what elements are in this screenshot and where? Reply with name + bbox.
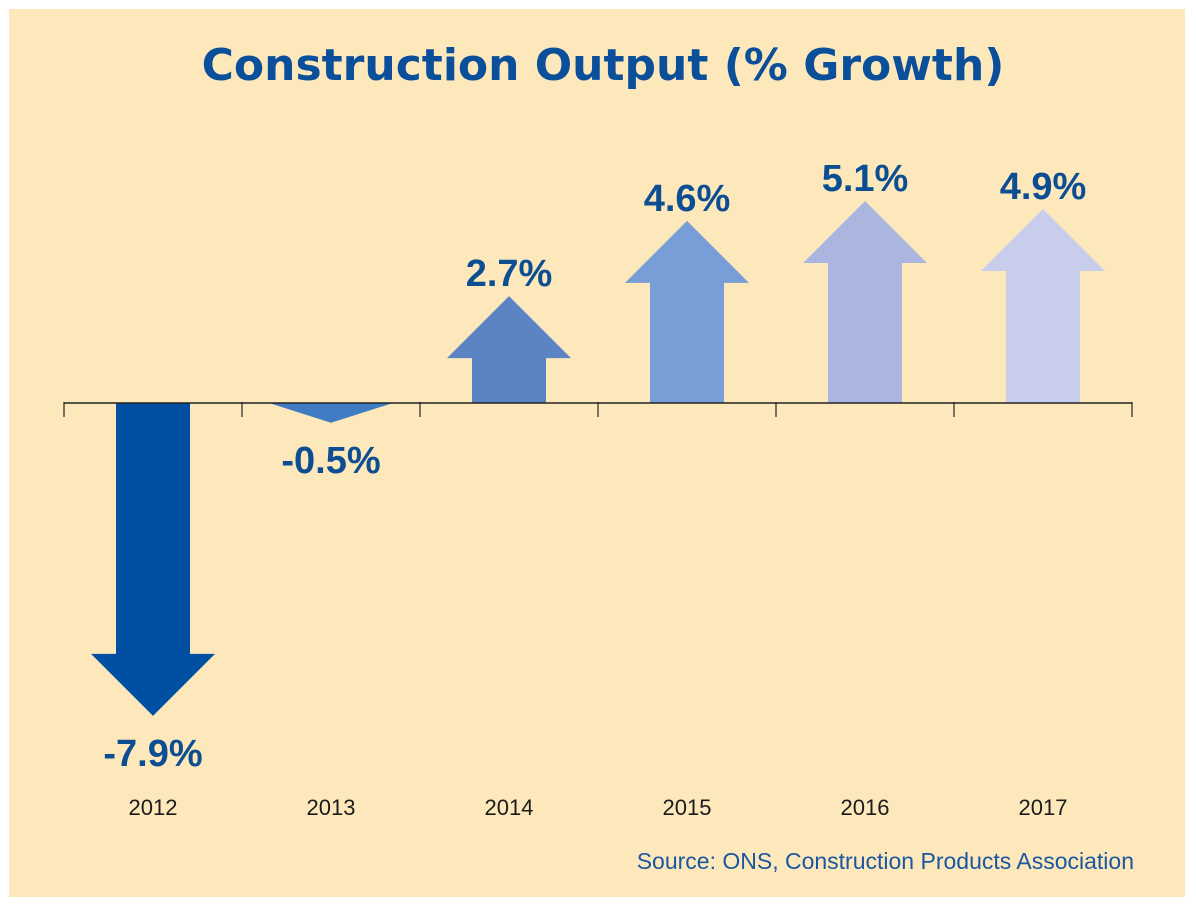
value-label-2013: -0.5%: [281, 440, 380, 482]
value-label-2012: -7.9%: [103, 733, 202, 775]
source-note: Source: ONS, Construction Products Assoc…: [637, 848, 1134, 874]
axis-ticks: [63, 402, 1133, 417]
category-label-2016: 2016: [841, 795, 890, 820]
value-label-2017: 4.9%: [1000, 166, 1087, 208]
category-label-2015: 2015: [663, 795, 712, 820]
category-label-2012: 2012: [129, 795, 178, 820]
value-label-2016: 5.1%: [822, 158, 909, 200]
bar-chart: Construction Output (% Growth) -7.9% -0.5…: [63, 40, 1134, 874]
arrow-2015: [625, 220, 749, 403]
value-labels: -7.9% -0.5% 2.7% 4.6% 5.1% 4.9%: [103, 158, 1086, 775]
arrow-2016: [803, 201, 927, 403]
chart-title: Construction Output (% Growth): [202, 40, 1005, 91]
arrow-2012: [91, 403, 215, 716]
category-label-2013: 2013: [307, 795, 356, 820]
category-labels: 2012 2013 2014 2015 2016 2017: [129, 795, 1068, 820]
chart-panel: Construction Output (% Growth) -7.9% -0.5…: [9, 9, 1185, 897]
category-label-2017: 2017: [1019, 795, 1068, 820]
category-label-2014: 2014: [485, 795, 534, 820]
arrow-2017: [981, 208, 1105, 403]
arrows-group: [91, 201, 1105, 716]
value-label-2015: 4.6%: [644, 178, 731, 220]
arrow-2014: [447, 296, 571, 403]
arrow-2013: [269, 403, 393, 423]
value-label-2014: 2.7%: [466, 253, 553, 295]
